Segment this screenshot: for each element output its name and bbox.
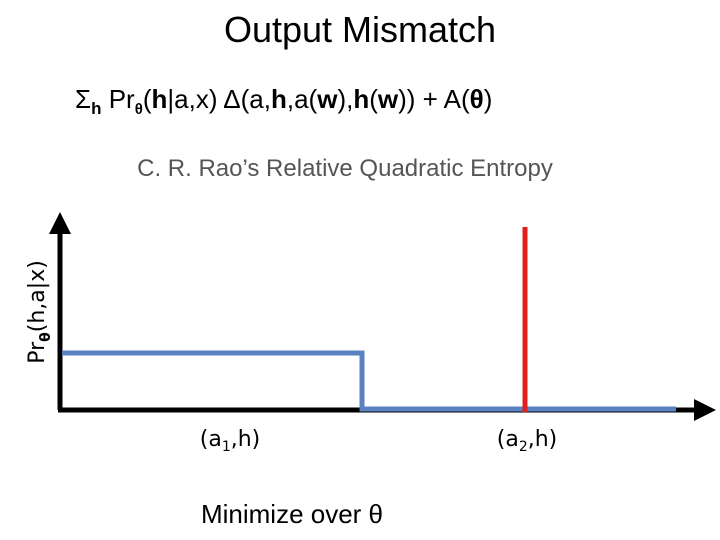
subtitle: C. R. Rao’s Relative Quadratic Entropy: [137, 155, 553, 182]
formula-part: h: [353, 84, 369, 114]
formula-part: h: [91, 99, 101, 118]
x-axis-arrow: [694, 399, 716, 421]
x-label: (a1,h): [200, 427, 261, 455]
y-axis-label: Prθ(h,a|x): [25, 260, 54, 364]
formula-part: (: [143, 84, 152, 114]
formula-part: h: [271, 84, 287, 114]
formula-part: ): [484, 84, 493, 114]
x-label-part: (a: [200, 427, 222, 452]
x-label-part: (a: [497, 427, 519, 452]
formula-part: θ: [470, 84, 484, 114]
x-label-part: ,h): [231, 427, 261, 452]
formula-part: ,a(: [287, 84, 318, 114]
x-label: (a2,h): [497, 427, 558, 455]
x-label-part: 2: [519, 439, 528, 455]
formula-part: h: [151, 84, 167, 114]
y-axis-label-part: θ: [38, 332, 54, 342]
formula-part: w: [377, 84, 399, 114]
x-label-part: 1: [222, 439, 231, 455]
formula-part: θ: [135, 101, 143, 118]
formula-part: ),: [337, 84, 353, 114]
title: Output Mismatch: [224, 9, 496, 50]
y-axis-label-part: (h,a|x): [25, 260, 50, 332]
y-axis-arrow: [49, 212, 71, 234]
x-label-part: ,h): [528, 427, 558, 452]
formula-part: Σ: [75, 84, 91, 114]
formula-part: )) + A(: [398, 84, 470, 114]
predicted-distribution: [62, 350, 676, 412]
formula: Σh Prθ(h|a,x) Δ(a,h,a(w),h(w)) + A(θ): [75, 84, 492, 118]
formula-part: (: [369, 84, 378, 114]
formula-part: |a,x) Δ(a,: [167, 84, 271, 114]
caption: Minimize over θ: [201, 499, 383, 529]
y-axis-label-part: Pr: [25, 341, 50, 364]
formula-part: Pr: [101, 84, 135, 114]
formula-part: w: [316, 84, 338, 114]
